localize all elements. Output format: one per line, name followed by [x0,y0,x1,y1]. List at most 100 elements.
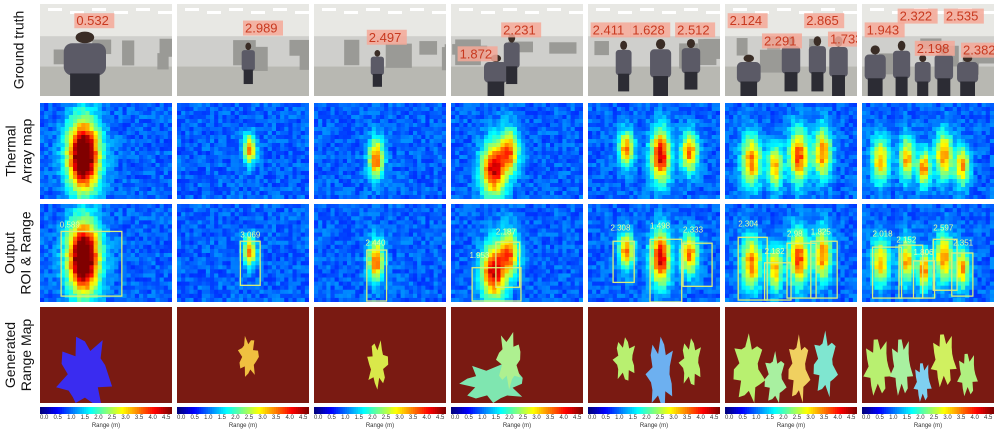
colorbar-tick: 0.5 [190,415,199,421]
output-roi-range-map: 0.589 [40,204,172,302]
colorbar-tick: 1.5 [354,415,363,421]
colorbar-tick: 2.5 [518,415,528,421]
colorbar-tick: 4.0 [696,415,705,421]
colorbar-tick: 3.5 [134,415,144,421]
roi-box [871,246,903,299]
colorbar-tick: 4.5 [436,415,445,421]
person-range-region [56,336,113,403]
colorbar-tick: 3.5 [819,415,829,421]
colorbar-tick: 2.0 [916,415,925,421]
gt-range-label: 2.291 [764,33,797,48]
gt-range-label: 2.989 [245,21,278,36]
colorbar-tick: 3.0 [806,415,815,421]
colorbar-label: Range (m) [639,423,669,429]
colorbar [588,407,720,414]
generated-range-map [862,307,994,403]
colorbar-tick: 1.0 [752,415,761,421]
colorbar-tick: 1.5 [491,415,500,421]
output-roi-range-map: 2.308 1.498 2.333 [588,204,720,302]
predicted-range-label: 1.953 [469,251,490,260]
ground-truth-image: 0.532 [40,4,172,96]
roi-box [810,240,838,299]
roi-box [682,242,713,287]
generated-range-map [451,307,583,403]
roi-box [737,236,768,301]
predicted-range-label: 1.806 [913,248,934,257]
person-range-region [612,337,635,381]
generated-range-map [314,307,446,403]
gt-range-label: 0.532 [76,13,109,28]
colorbar-tick: 3.5 [956,415,966,421]
colorbar-tick: 1.0 [889,415,898,421]
colorbar-tick: 4.0 [970,415,979,421]
colorbar-tick: 3.0 [258,415,267,421]
gt-range-label: 2.865 [806,13,839,28]
roi-box [951,252,974,297]
colorbar-tick: 3.0 [395,415,404,421]
row-label-ground-truth: Ground truth [0,4,36,96]
colorbar-tick: 0.0 [314,415,323,421]
colorbar-tick: 0.0 [862,415,871,421]
colorbar-tick: 2.5 [655,415,665,421]
predicted-range-label: 1.825 [811,228,832,237]
colorbar-tick: 2.0 [94,415,103,421]
colorbar-tick: 4.5 [299,415,308,421]
colorbar-ticks: 0.0 0.5 1.0 1.5 2.0 2.5 3.0 3.5 4.0 4.5 [40,415,172,423]
predicted-range-label: 2.187 [496,228,517,237]
colorbar-ticks: 0.0 0.5 1.0 1.5 2.0 2.5 3.0 3.5 4.0 4.5 [451,415,583,423]
colorbar-tick: 0.5 [53,415,62,421]
person-range-region [459,363,523,403]
colorbar-tick: 2.5 [929,415,939,421]
row-label-line: Thermal [2,125,19,177]
output-roi-range-map: 2.440 [314,204,446,302]
colorbar-tick: 1.0 [478,415,487,421]
colorbar-tick: 0.0 [177,415,186,421]
predicted-range-label: 1.498 [650,222,671,231]
colorbar [862,407,994,414]
colorbar-tick: 0.5 [738,415,747,421]
output-roi-range-map: 2.304 2.132 2.98 1.825 [725,204,857,302]
colorbar-tick: 3.5 [545,415,555,421]
person-range-region [678,338,701,386]
row-label-thermal: Thermal Array map [0,103,36,199]
gt-range-label: 2.411 [593,22,625,37]
colorbar-ticks: 0.0 0.5 1.0 1.5 2.0 2.5 3.0 3.5 4.0 4.5 [177,415,309,423]
colorbar-tick: 1.5 [765,415,774,421]
colorbar-label: Range (m) [228,423,258,429]
colorbar-tick: 3.0 [669,415,678,421]
colorbar-tick: 2.0 [642,415,651,421]
colorbar-tick: 4.0 [285,415,294,421]
gt-range-label: 2.322 [900,9,933,24]
roi-box [649,238,683,302]
colorbar-tick: 1.5 [217,415,226,421]
person-range-region [813,330,838,398]
colorbar-tick: 2.5 [244,415,254,421]
colorbar-tick: 2.5 [792,415,802,421]
colorbar-label: Range (m) [913,423,943,429]
predicted-range-label: 2.152 [896,235,917,244]
person-range-region [913,363,932,402]
predicted-range-label: 2.018 [873,229,894,238]
colorbar-label: Range (m) [776,423,806,429]
person-range-region [496,332,521,390]
gt-range-label: 2.512 [677,22,710,37]
generated-range-map [725,307,857,403]
person-range-region [889,339,914,396]
roi-box [898,244,924,299]
predicted-range-label: 2.132 [765,247,786,256]
colorbar-tick: 2.0 [231,415,240,421]
thermal-array-map [588,103,720,199]
colorbar-tick: 4.0 [833,415,842,421]
colorbar-tick: 3.0 [532,415,541,421]
row-label-output: Output ROI & Range [0,204,36,302]
thermal-array-map [177,103,309,199]
colorbar-tick: 2.0 [505,415,514,421]
thermal-array-map [451,103,583,199]
roi-box [60,230,123,297]
colorbar-tick: 3.5 [682,415,692,421]
row-label-range-map: Generated Range Map [0,307,36,403]
output-roi-range-map: 3.069 [177,204,309,302]
predicted-range-label: 3.069 [240,230,261,239]
colorbar-tick: 1.0 [615,415,624,421]
